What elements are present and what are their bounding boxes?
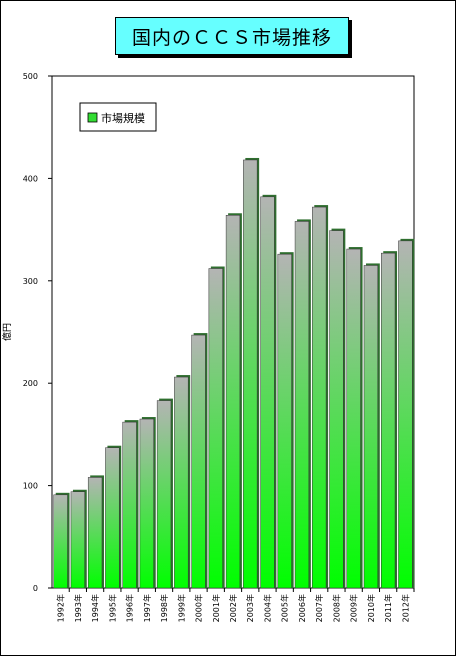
x-tick-label: 2008年 xyxy=(331,594,341,622)
x-tick-label: 2011年 xyxy=(383,594,393,622)
bar xyxy=(329,230,344,589)
bar-1996年 xyxy=(122,420,139,589)
x-tick-label: 2005年 xyxy=(280,594,290,622)
y-tick-label: 0 xyxy=(33,584,38,593)
x-tick-label: 2004年 xyxy=(262,594,272,622)
x-tick-label: 1992年 xyxy=(56,594,66,622)
legend-swatch xyxy=(87,112,98,123)
chart-title: 国内のＣＣＳ市場推移 xyxy=(115,17,349,55)
bar xyxy=(277,253,292,589)
bar xyxy=(294,221,310,589)
bar-1992年 xyxy=(53,492,70,589)
x-tick-label: 1998年 xyxy=(159,594,169,622)
bar xyxy=(312,206,327,589)
bar xyxy=(70,491,86,589)
bar-2005年 xyxy=(277,252,294,589)
legend: 市場規模 xyxy=(79,102,157,132)
bar-2011年 xyxy=(380,251,398,589)
bar-1997年 xyxy=(139,417,156,589)
bar xyxy=(87,477,103,589)
x-tick-label: 1994年 xyxy=(90,594,100,622)
y-axis: 0 100 200 300 400 500 xyxy=(23,72,52,593)
legend-label: 市場規模 xyxy=(101,111,145,125)
y-tick-label: 200 xyxy=(23,379,38,388)
bar xyxy=(260,196,275,589)
bar-2008年 xyxy=(329,228,346,589)
y-tick-label: 300 xyxy=(23,277,38,286)
bar xyxy=(243,159,258,589)
x-tick-label: 2002年 xyxy=(228,594,238,622)
x-tick-label: 2012年 xyxy=(400,594,410,622)
bar xyxy=(398,240,413,589)
y-tick-label: 100 xyxy=(23,482,38,491)
y-tick-label: 500 xyxy=(23,72,38,81)
x-tick-label: 2001年 xyxy=(211,594,221,622)
x-tick-label: 1996年 xyxy=(125,594,135,622)
bar-2001年 xyxy=(208,266,225,589)
bar xyxy=(105,447,120,589)
x-tick-label: 2007年 xyxy=(314,594,324,622)
bar xyxy=(346,248,361,589)
x-axis: 1992年 1993年 1994年 1995年 1996年 1997年 1998年 1999年… xyxy=(56,588,415,622)
bar-2003年 xyxy=(243,157,260,589)
bar-1999年 xyxy=(174,375,191,589)
bar-2000年 xyxy=(191,333,208,589)
bar xyxy=(174,376,189,589)
x-tick-label: 2000年 xyxy=(194,594,204,622)
x-tick-label: 1995年 xyxy=(107,594,117,622)
bar-2004年 xyxy=(260,194,277,589)
x-tick-label: 2009年 xyxy=(349,594,359,622)
y-tick-label: 400 xyxy=(23,174,38,183)
bar xyxy=(380,252,396,589)
bar-2007年 xyxy=(312,205,329,589)
bar xyxy=(156,400,172,589)
x-tick-label: 2003年 xyxy=(245,594,255,622)
bar xyxy=(139,418,154,589)
y-axis-label: 億円 xyxy=(1,323,13,341)
x-tick-label: 1997年 xyxy=(142,594,152,622)
bar-2012年 xyxy=(398,238,415,589)
x-tick-label: 1993年 xyxy=(73,594,83,622)
bar-2009年 xyxy=(346,247,363,589)
bar-1994年 xyxy=(87,475,104,589)
bar xyxy=(363,265,379,589)
bar-1993年 xyxy=(70,489,87,589)
bar-1995年 xyxy=(105,445,122,589)
bar xyxy=(122,421,137,589)
x-tick-label: 2010年 xyxy=(366,594,376,622)
bar xyxy=(208,268,223,589)
bar xyxy=(225,215,241,589)
x-tick-label: 1999年 xyxy=(176,594,186,622)
bar-1998年 xyxy=(156,398,173,589)
bar-2002年 xyxy=(225,213,242,589)
bar xyxy=(191,334,206,589)
x-tick-label: 2006年 xyxy=(297,594,307,622)
bar xyxy=(53,494,68,589)
bars xyxy=(53,157,415,589)
bar-2006年 xyxy=(294,219,311,589)
bar-2010年 xyxy=(363,263,380,589)
